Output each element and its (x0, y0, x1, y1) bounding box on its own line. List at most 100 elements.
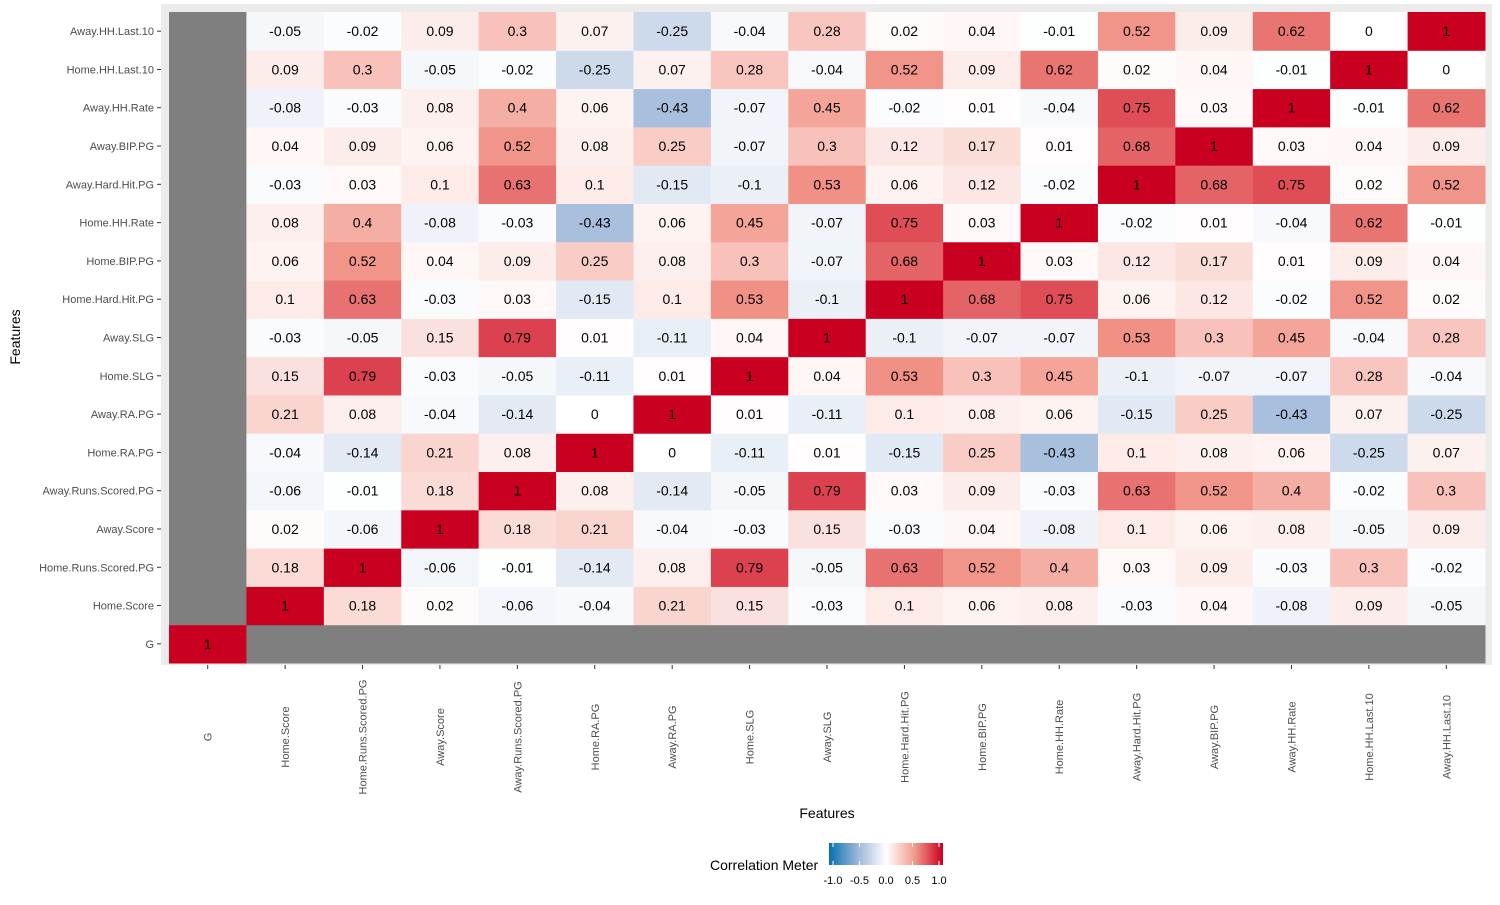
x-tick-label: Home.Runs.Scored.PG (358, 680, 370, 795)
tile-value-label: -0.06 (269, 483, 301, 499)
heatmap-tile (1020, 280, 1099, 319)
tile-value-label: 0.12 (968, 176, 995, 192)
tile-value-label: -0.11 (579, 368, 610, 384)
heatmap-tile (169, 126, 247, 166)
tile-value-label: -0.06 (347, 521, 379, 537)
tile-value-label: 1 (823, 330, 831, 346)
tile-value-label: -0.08 (424, 215, 456, 231)
tile-value-label: 0.15 (813, 521, 840, 537)
heatmap-tile (788, 50, 867, 90)
heatmap-tile (169, 203, 247, 243)
heatmap-tile (1252, 586, 1331, 626)
heatmap-tile (478, 433, 557, 473)
heatmap-tile (788, 509, 867, 549)
tile-value-label: 0.07 (659, 61, 686, 77)
heatmap-tile (246, 165, 325, 204)
heatmap-tile (169, 12, 247, 51)
heatmap-tile (1020, 241, 1099, 281)
heatmap-tile (1097, 548, 1176, 587)
heatmap-tile (169, 586, 247, 626)
tile-value-label: 0.68 (1123, 138, 1150, 154)
tile-value-label: 0 (668, 444, 676, 460)
heatmap-tile (788, 280, 867, 319)
tile-value-label: 0.17 (968, 138, 995, 154)
heatmap-tile (943, 318, 1022, 358)
heatmap-tile (1097, 586, 1176, 626)
heatmap-tile (401, 318, 480, 358)
tile-value-label: 0 (1442, 61, 1450, 77)
y-tick-labels: G Home.Score Home.Runs.Scored.PG Away.Score… (39, 26, 161, 651)
tile-value-label: 0.62 (1278, 23, 1305, 39)
tile-value-label: -0.04 (1043, 100, 1075, 116)
heatmap-tile (1407, 586, 1486, 626)
tile-value-label: -0.05 (347, 330, 379, 346)
heatmap-tile (1097, 165, 1176, 204)
tile-value-label: 0.09 (1355, 598, 1382, 614)
heatmap-tile (401, 548, 480, 587)
heatmap-tile (1175, 509, 1254, 549)
heatmap-tile (323, 548, 402, 587)
tile-value-label: 0.3 (1437, 483, 1457, 499)
heatmap-tile (1020, 165, 1099, 204)
tile-value-label: 0.21 (659, 598, 686, 614)
heatmap-tile (1175, 165, 1254, 204)
heatmap-tile (1020, 318, 1099, 358)
heatmap-tile (323, 88, 402, 128)
heatmap-tile (556, 50, 634, 90)
heatmap-tile (865, 50, 944, 90)
heatmap-tile (788, 624, 867, 664)
x-tick-label: Away.RA.PG (667, 705, 679, 768)
heatmap-tile (1020, 126, 1099, 166)
tile-value-label: 0.02 (271, 521, 298, 537)
tile-value-label: 0.52 (349, 253, 376, 269)
heatmap-tile (556, 433, 634, 473)
tile-value-label: 0.01 (1200, 215, 1227, 231)
heatmap-tile (710, 471, 789, 511)
heatmap-tile (1175, 586, 1254, 626)
heatmap-tile (401, 586, 480, 626)
heatmap-tile (710, 203, 789, 243)
tile-value-label: 0.09 (426, 23, 453, 39)
tile-value-label: -0.05 (424, 61, 456, 77)
heatmap-tile (1252, 165, 1331, 204)
heatmap-tile (478, 88, 557, 128)
tile-value-label: -0.06 (424, 559, 456, 575)
heatmap-tile (1330, 548, 1409, 587)
heatmap-tile (1407, 318, 1486, 358)
heatmap-tile (323, 203, 402, 243)
legend-tick-label: -0.5 (850, 875, 869, 887)
heatmap-tile (478, 318, 557, 358)
tile-value-label: -0.07 (734, 138, 766, 154)
tile-value-label: 0 (1365, 23, 1373, 39)
tile-value-label: -0.01 (1353, 100, 1385, 116)
tile-value-label: 0.08 (659, 559, 686, 575)
tile-value-label: -0.05 (734, 483, 766, 499)
heatmap-tile (556, 126, 634, 166)
heatmap-tile (1330, 586, 1409, 626)
tile-value-label: -0.43 (656, 100, 688, 116)
y-tick-label: G (145, 639, 154, 651)
heatmap-tile (710, 624, 789, 664)
tile-value-label: -0.03 (734, 521, 766, 537)
tile-value-label: 0.03 (349, 176, 376, 192)
y-tick-label: Away.RA.PG (91, 409, 154, 421)
x-tick-label: Away.BIP.PG (1209, 705, 1221, 769)
heatmap-tile (943, 509, 1022, 549)
heatmap-tile (1407, 548, 1486, 587)
heatmap-tile (865, 88, 944, 128)
heatmap-tile (401, 356, 480, 396)
heatmap-tile (710, 394, 789, 434)
heatmap-tile (865, 12, 944, 51)
heatmap-tile (943, 165, 1022, 204)
x-tick-label: Home.Hard.Hit.PG (899, 691, 911, 783)
heatmap-tile (323, 394, 402, 434)
tile-value-label: -0.14 (501, 406, 533, 422)
tile-value-label: -0.03 (501, 215, 533, 231)
heatmap-tile (556, 548, 634, 587)
heatmap-tile (865, 509, 944, 549)
heatmap-tile (1020, 586, 1099, 626)
tile-value-label: 0.03 (891, 483, 918, 499)
tile-value-label: 0.45 (1278, 330, 1305, 346)
heatmap-tile (865, 586, 944, 626)
tile-value-label: 0.04 (968, 521, 995, 537)
